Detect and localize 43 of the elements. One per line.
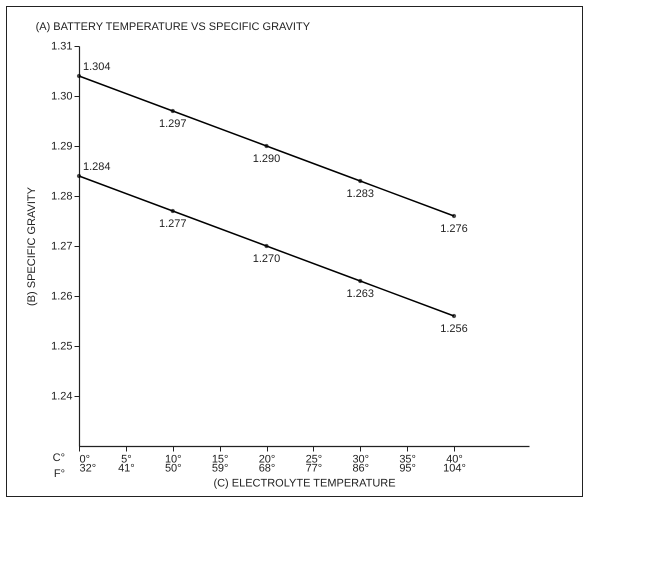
point [264, 244, 269, 248]
point [76, 74, 82, 78]
y-tick-label: 1.27 [51, 240, 72, 252]
data-label: 1.283 [346, 188, 374, 200]
point [76, 174, 82, 178]
x2-tick-label: 59° [212, 462, 228, 474]
data-label: 1.290 [252, 153, 280, 165]
x2-tick-label: 41° [118, 462, 135, 474]
y-tick-label: 1.25 [51, 340, 72, 352]
data-label: 1.276 [440, 223, 468, 235]
point [452, 214, 456, 218]
point [170, 108, 175, 114]
x2-tick-label: 32° [80, 462, 96, 474]
y-tick-label: 1.28 [51, 190, 72, 202]
x2-tick-label: 104° [443, 462, 466, 474]
y-tick-label: 1.24 [51, 390, 72, 402]
data-label: 1.277 [158, 218, 187, 230]
x2-tick-label: 86° [352, 462, 370, 474]
y-axis-title: (B) SPECIFIC GRAVITY [26, 186, 38, 306]
text: F° [54, 468, 65, 480]
y-tick-label: 1.30 [51, 90, 72, 102]
data-label: 1.304 [83, 61, 111, 73]
x-axis-title: (C) ELECTROLYTE TEMPERATURE [213, 478, 396, 490]
point [264, 144, 269, 148]
y-tick-label: 1.31 [51, 40, 72, 52]
data-label: 1.270 [252, 253, 280, 265]
x2-tick-label: 95° [399, 462, 416, 474]
x-tick-label: 30° [352, 454, 370, 466]
y-tick-label: 1.26 [51, 290, 72, 302]
data-label: 1.263 [346, 288, 374, 300]
x2-tick-label: 50° [164, 462, 182, 474]
text: C° [52, 452, 65, 464]
point [452, 314, 456, 318]
point [358, 178, 362, 184]
point [170, 208, 175, 214]
data-label: 1.297 [158, 118, 187, 130]
data-label: 1.256 [440, 323, 468, 335]
point [358, 278, 362, 284]
data-label: 1.284 [83, 161, 111, 173]
x2-tick-label: 68° [258, 462, 276, 474]
x2-tick-label: 77° [306, 462, 322, 474]
y-tick-label: 1.29 [51, 140, 72, 152]
chart-title: (A) BATTERY TEMPERATURE VS SPECIFIC GRAVITY [36, 21, 311, 33]
